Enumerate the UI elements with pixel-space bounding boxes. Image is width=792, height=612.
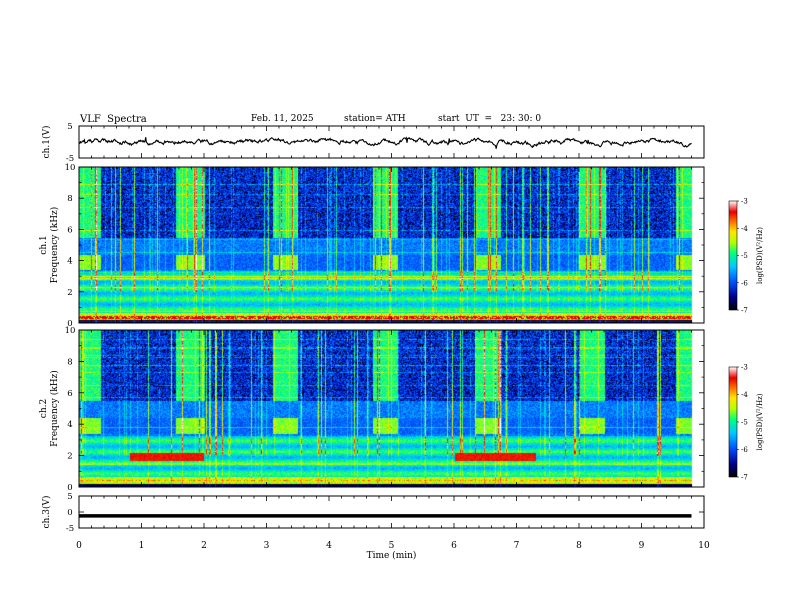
ch3-waveform-ytick-label: 5: [67, 492, 72, 502]
colorbar-tick-label: -4: [741, 391, 748, 399]
ch2-colorbar: [728, 366, 738, 478]
x-tick-label: 7: [514, 541, 520, 551]
ch1-waveform-ylabel: ch.1(V): [41, 126, 52, 159]
ch2-colorbar-label: log(PSD)(V²/Hz): [756, 393, 764, 450]
ch1-colorbar: [728, 200, 738, 311]
colorbar-tick-label: -4: [741, 225, 748, 233]
ch1-spectrogram-ytick-label: 6: [67, 225, 72, 235]
x-tick-label: 2: [201, 541, 207, 551]
ch2-spectrogram-ytick-label: 4: [67, 420, 72, 430]
x-tick-label: 6: [451, 541, 457, 551]
ch2-spectrogram-ylabel-line2: Frequency (kHz): [49, 370, 60, 447]
x-tick-label: 4: [326, 541, 332, 551]
colorbar-tick-label: -5: [741, 252, 748, 260]
x-axis-label: Time (min): [367, 550, 417, 561]
colorbar-tick-label: -3: [741, 364, 748, 372]
ch2-spectrogram-ylabel-line1: ch.2: [39, 399, 49, 418]
ch2-spectrogram-ytick-label: 8: [67, 357, 72, 367]
ch1-spectrogram-ytick-label: 8: [67, 194, 72, 204]
x-tick-label: 5: [389, 541, 395, 551]
x-tick-label: 1: [139, 541, 145, 551]
ch2-spectrogram-ytick-label: 10: [65, 326, 76, 336]
colorbar-tick-label: -3: [741, 198, 748, 206]
colorbar-tick-label: -6: [741, 279, 748, 287]
ch1-spectrogram-ylabel-line2: Frequency (kHz): [49, 207, 60, 284]
ch1-waveform-ytick-label: 5: [67, 122, 72, 132]
ch1-spectrogram-image: [79, 167, 704, 323]
ch2-spectrogram-ytick-label: 6: [67, 389, 72, 399]
ch1-spectrogram-ytick-label: 2: [67, 288, 72, 298]
colorbar-tick-label: -6: [741, 446, 748, 454]
ch1-spectrogram-ylabel-line1: ch.1: [39, 235, 49, 254]
ch3-waveform-ytick-label: 0: [67, 508, 72, 518]
x-tick-label: 10: [698, 541, 710, 551]
x-tick-label: 9: [639, 541, 645, 551]
ch1-spectrogram-ytick-label: 10: [65, 163, 76, 173]
ch3-waveform-ylabel: ch.3(V): [41, 496, 52, 529]
ch1-colorbar-label: log(PSD)(V²/Hz): [756, 227, 764, 284]
colorbar-tick-label: -7: [741, 307, 748, 315]
ch2-spectrogram-ytick-label: 0: [67, 483, 72, 493]
x-tick-label: 0: [76, 541, 82, 551]
ch1-spectrogram-ytick-label: 0: [67, 319, 72, 329]
chart-title: VLF Spectra: [80, 114, 147, 125]
start-time-label: start UT = 23: 30: 0: [438, 114, 542, 124]
ch1-waveform-ytick-label: -5: [66, 154, 74, 164]
station-label: station= ATH: [344, 114, 406, 124]
colorbar-tick-label: -7: [741, 474, 748, 482]
ch1-spectrogram-ytick-label: 4: [67, 257, 72, 267]
date-label: Feb. 11, 2025: [251, 114, 314, 124]
ch2-spectrogram-ytick-label: 2: [67, 452, 72, 462]
x-tick-label: 3: [264, 541, 270, 551]
ch3-waveform-ytick-label: -5: [66, 524, 74, 534]
colorbar-tick-label: -5: [741, 419, 748, 427]
ch2-spectrogram-image: [79, 330, 704, 487]
ch1-waveform-line: [78, 136, 692, 149]
x-tick-label: 8: [576, 541, 582, 551]
